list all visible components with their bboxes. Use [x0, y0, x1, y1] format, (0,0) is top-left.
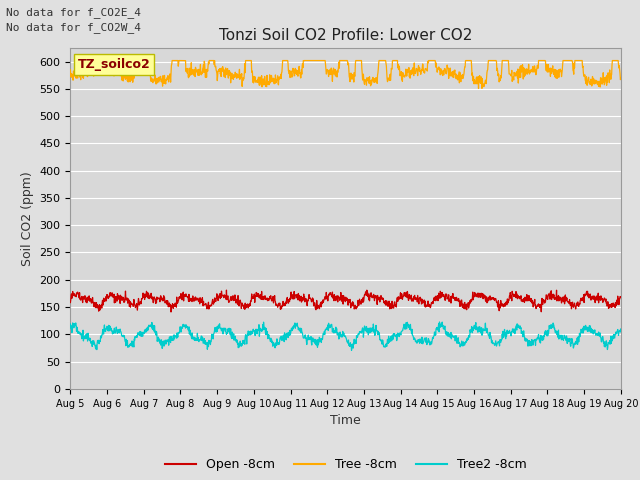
Text: No data for f_CO2W_4: No data for f_CO2W_4 [6, 22, 141, 33]
Text: No data for f_CO2E_4: No data for f_CO2E_4 [6, 7, 141, 18]
Y-axis label: Soil CO2 (ppm): Soil CO2 (ppm) [21, 171, 34, 266]
Title: Tonzi Soil CO2 Profile: Lower CO2: Tonzi Soil CO2 Profile: Lower CO2 [219, 28, 472, 43]
X-axis label: Time: Time [330, 414, 361, 427]
Legend: Open -8cm, Tree -8cm, Tree2 -8cm: Open -8cm, Tree -8cm, Tree2 -8cm [159, 453, 532, 476]
Text: TZ_soilco2: TZ_soilco2 [77, 58, 150, 71]
